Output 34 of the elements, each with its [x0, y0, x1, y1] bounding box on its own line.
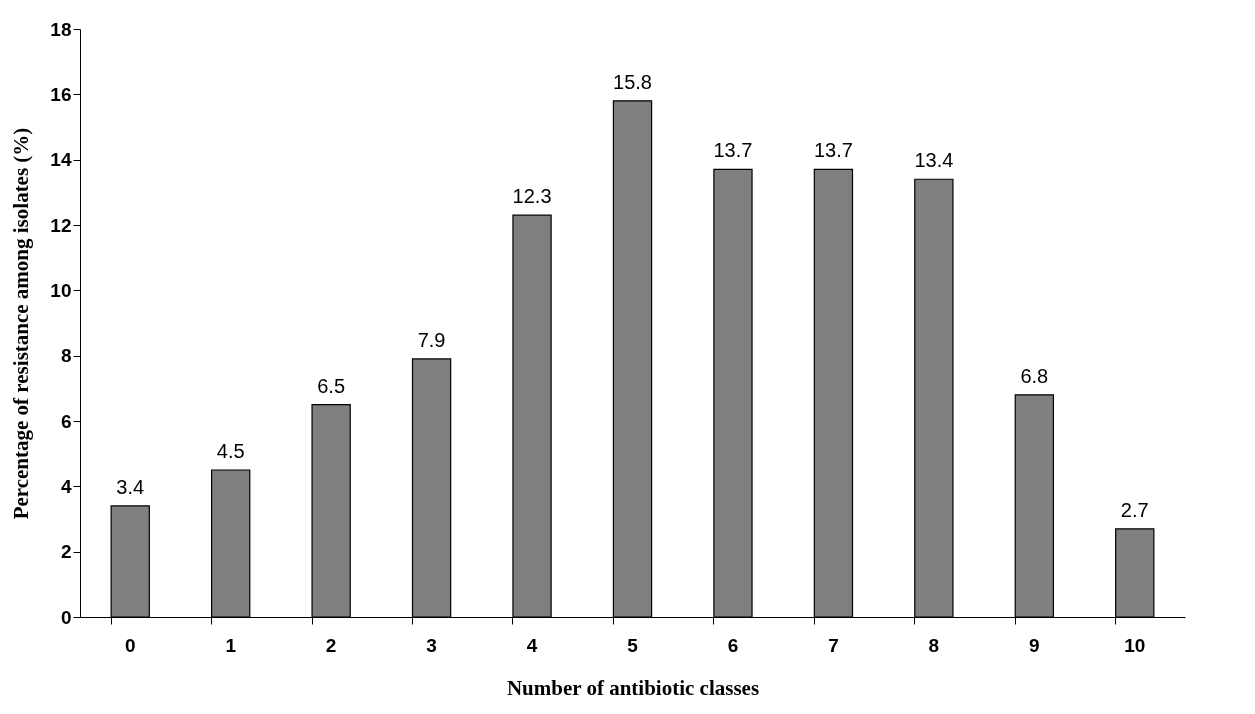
- y-tick-label: 6: [60, 410, 72, 432]
- x-tick-label: 3: [426, 634, 437, 656]
- y-tick-label: 14: [50, 149, 72, 171]
- x-axis-title: Number of antibiotic classes: [506, 675, 760, 700]
- data-label: 2.7: [1120, 498, 1149, 521]
- data-label: 4.5: [216, 440, 245, 462]
- x-tick-label: 1: [225, 634, 237, 656]
- x-tick-label: 8: [928, 634, 940, 656]
- y-tick-label: 4: [60, 475, 72, 497]
- y-tick-label: 16: [50, 83, 72, 105]
- data-label: 3.4: [116, 475, 145, 498]
- y-tick-label: 2: [60, 541, 72, 563]
- x-tick-label: 0: [124, 634, 136, 656]
- y-tick-label: 18: [50, 18, 72, 40]
- data-label: 7.9: [417, 328, 446, 351]
- data-label: 6.5: [317, 374, 346, 397]
- data-label: 15.8: [613, 70, 652, 93]
- y-axis-title: Percentage of resistance among isolates (%): [9, 127, 34, 520]
- x-tick-label: 5: [627, 634, 639, 656]
- x-tick-label: 9: [1029, 634, 1040, 656]
- data-label: 13.7: [713, 139, 753, 162]
- data-label: 13.4: [914, 149, 954, 172]
- y-tick-label: 8: [60, 345, 72, 367]
- y-tick-label: 10: [50, 279, 72, 301]
- x-tick-label: 10: [1124, 634, 1146, 656]
- data-label: 13.7: [813, 139, 853, 162]
- data-label: 12.3: [512, 185, 552, 208]
- x-tick-label: 6: [727, 634, 739, 656]
- y-tick-label: 0: [60, 606, 72, 628]
- data-label: 6.8: [1020, 364, 1049, 387]
- x-tick-label: 4: [526, 634, 538, 656]
- x-tick-label: 7: [828, 634, 839, 656]
- x-tick-label: 2: [325, 634, 337, 656]
- y-tick-label: 12: [50, 214, 72, 236]
